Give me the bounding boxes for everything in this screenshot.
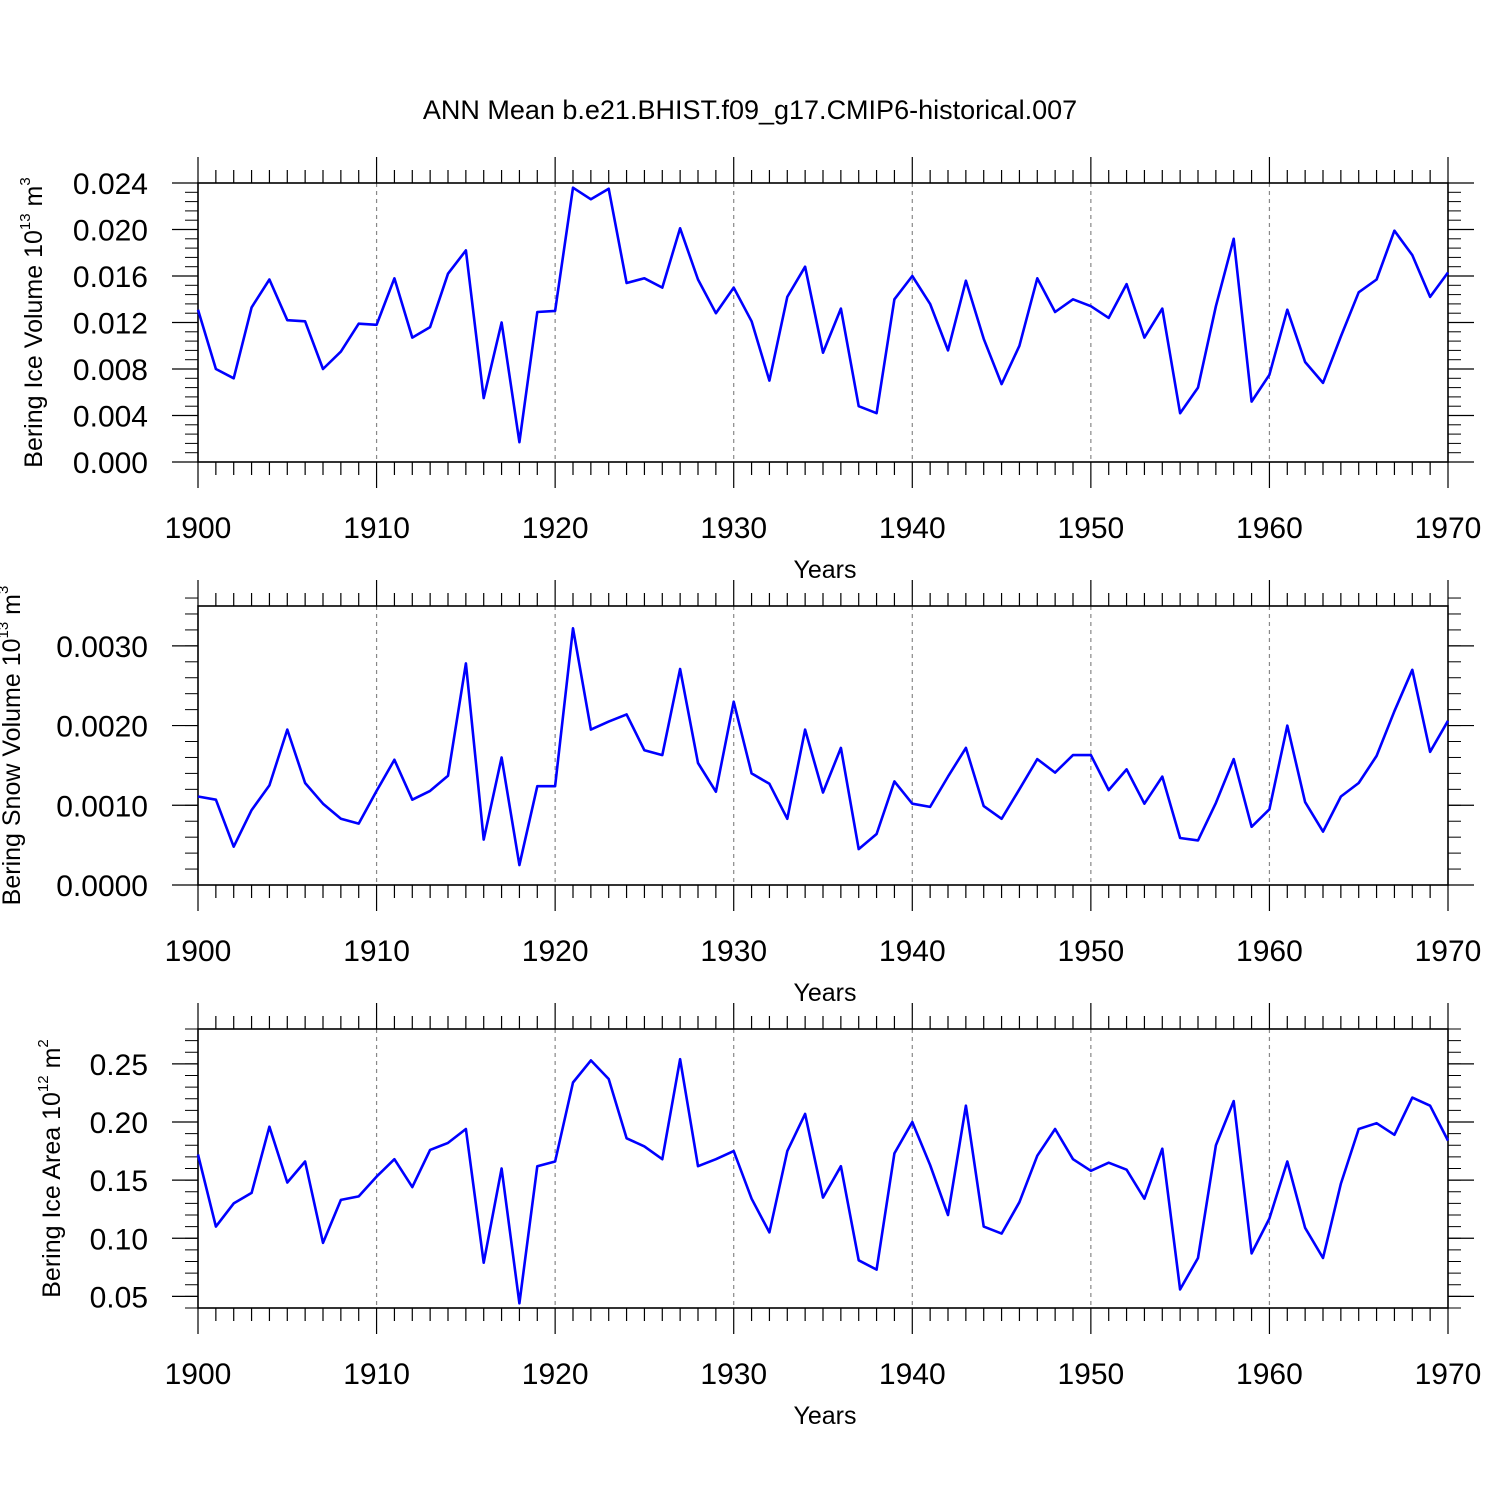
x-tick-label: 1900: [165, 1358, 232, 1391]
series-line: [197, 626, 1450, 867]
x-tick-label: 1940: [879, 512, 946, 545]
panel-ice-volume: 1900 1910 1920 1930 1940 1950 1960 1970 Years 0.0…: [17, 157, 1481, 584]
x-tick-label: 1900: [165, 935, 232, 968]
x-tick-label: 1940: [879, 935, 946, 968]
series-line: [196, 1057, 1450, 1305]
y-tick-label: 0.10: [90, 1223, 148, 1256]
panel-snow-volume: 1900 1910 1920 1930 1940 1950 1960 1970 Years 0.0…: [0, 580, 1481, 1007]
x-tick-label: 1930: [700, 1358, 767, 1391]
y-tick-label: 0.15: [90, 1165, 148, 1198]
x-axis-title: Years: [793, 556, 856, 584]
x-tick-label: 1920: [522, 512, 589, 545]
y-tick-label: 0.25: [90, 1049, 148, 1082]
x-tick-label: 1930: [700, 512, 767, 545]
x-tick-label: 1910: [343, 1358, 410, 1391]
x-tick-label: 1950: [1057, 935, 1124, 968]
chart-snow-volume-marks: 1900 1910 1920 1930 1940 1950 1960 1970 Years 0.0…: [0, 580, 1481, 1007]
y-tick-label: 0.0020: [56, 711, 148, 744]
x-tick-label: 1950: [1057, 1358, 1124, 1391]
y-tick-label: 0.20: [90, 1107, 148, 1140]
x-tick-label: 1920: [522, 1358, 589, 1391]
x-tick-label: 1930: [700, 935, 767, 968]
plot-frame: [197, 182, 1449, 463]
x-tick-label: 1960: [1236, 1358, 1303, 1391]
y-axis-title: Bering Ice Area 1012 m2: [35, 1039, 66, 1298]
y-tick-label: 0.0010: [56, 790, 148, 823]
series-line: [196, 186, 1450, 444]
chart-ice-area-marks: 1900 1910 1920 1930 1940 1950 1960 1970 Years 0.0…: [35, 1003, 1481, 1430]
x-tick-label: 1910: [343, 935, 410, 968]
x-tick-label: 1900: [165, 512, 232, 545]
y-tick-label: 0.004: [73, 401, 148, 434]
y-axis-title: Bering Snow Volume 1013 m3: [0, 586, 26, 906]
x-tick-label: 1920: [522, 935, 589, 968]
x-tick-label: 1940: [879, 1358, 946, 1391]
x-axis-title: Years: [793, 979, 856, 1007]
x-tick-label: 1910: [343, 512, 410, 545]
x-axis-title: Years: [793, 1402, 856, 1430]
y-tick-label: 0.020: [73, 215, 148, 248]
y-axis-title: Bering Ice Volume 1013 m3: [17, 177, 48, 467]
x-tick-label: 1970: [1415, 512, 1482, 545]
y-tick-label: 0.016: [73, 261, 148, 294]
x-tick-label: 1950: [1057, 512, 1124, 545]
y-tick-label: 0.024: [73, 168, 148, 201]
x-tick-label: 1960: [1236, 935, 1303, 968]
x-tick-label: 1970: [1415, 1358, 1482, 1391]
y-tick-label: 0.0000: [56, 870, 148, 903]
y-tick-label: 0.05: [90, 1281, 148, 1314]
y-tick-label: 0.012: [73, 308, 148, 341]
plot-frame: [197, 605, 1449, 886]
y-tick-label: 0.008: [73, 354, 148, 387]
x-tick-label: 1960: [1236, 512, 1303, 545]
page-title: ANN Mean b.e21.BHIST.f09_g17.CMIP6-histo…: [423, 95, 1077, 125]
y-tick-label: 0.0030: [56, 631, 148, 664]
x-tick-label: 1970: [1415, 935, 1482, 968]
chart-ice-volume-marks: 1900 1910 1920 1930 1940 1950 1960 1970 Years 0.0…: [17, 157, 1481, 584]
y-tick-label: 0.000: [73, 447, 148, 480]
panel-ice-area: 1900 1910 1920 1930 1940 1950 1960 1970 Years 0.0…: [35, 1003, 1481, 1430]
